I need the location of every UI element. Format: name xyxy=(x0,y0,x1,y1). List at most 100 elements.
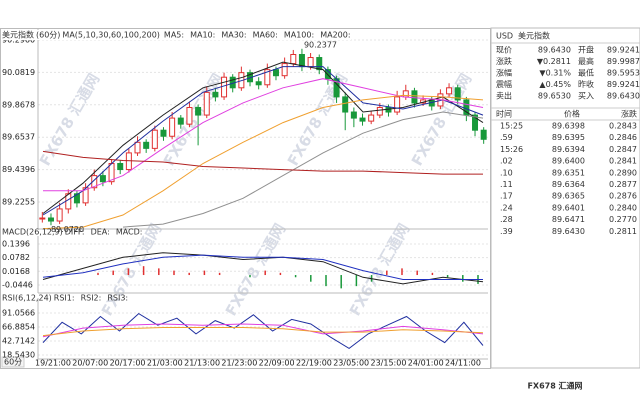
tick-cell: 0.2847 xyxy=(609,145,637,154)
indicator-line xyxy=(42,327,484,337)
candle-body xyxy=(39,217,46,220)
candle-body xyxy=(307,57,314,68)
candle-body xyxy=(472,114,479,131)
candle-body xyxy=(221,76,228,98)
candle-body xyxy=(169,117,176,137)
tick-cell: 89.6364 xyxy=(552,180,585,189)
candle-body xyxy=(117,163,124,171)
candle-body xyxy=(411,90,418,104)
indicator-line xyxy=(42,66,484,216)
y-tick-label: 91.0566 xyxy=(2,309,35,318)
candle-body xyxy=(454,87,461,101)
legend-entry: MA5: xyxy=(164,31,184,40)
tick-cell: 89.6471 xyxy=(552,215,585,224)
candle-body xyxy=(290,53,297,65)
y-tick-label: 0.1396 xyxy=(2,240,30,249)
candle-body xyxy=(203,91,210,116)
quote-value: 89.6530 xyxy=(538,92,571,101)
indicator-line xyxy=(42,61,484,214)
tick-cell: 0.2841 xyxy=(609,157,637,166)
legend-entry: MA100: xyxy=(284,31,314,40)
y-tick-label: 42.7142 xyxy=(2,336,35,345)
candle-body xyxy=(143,141,150,149)
tick-cell: .11 xyxy=(500,180,513,189)
x-tick-label: 21/23:00 xyxy=(221,359,257,368)
tick-cell: 89.6401 xyxy=(552,203,585,212)
legend-entry: MA10: xyxy=(190,31,215,40)
quote-value: 89.9987 xyxy=(607,57,640,66)
candle-body xyxy=(91,175,98,189)
quote-label: 昨收 xyxy=(578,79,594,89)
candle-body xyxy=(255,81,262,86)
y-tick-label: 89.8678 xyxy=(2,100,35,109)
tick-cell: 0.2770 xyxy=(609,215,637,224)
legend-entry: MA60: xyxy=(253,31,278,40)
quote-label: 开盘 xyxy=(578,45,594,55)
x-tick-label: 24/01:00 xyxy=(408,359,444,368)
logo: FX678 汇通网 xyxy=(527,381,582,391)
y-tick-label: 90.0819 xyxy=(2,68,35,77)
candle-body xyxy=(151,129,158,149)
legend-entry: RSI3: xyxy=(107,294,128,303)
quote-label: 现价 xyxy=(496,46,512,55)
candle-body xyxy=(480,129,487,140)
quote-label: 最高 xyxy=(578,56,594,66)
quote-label: 买入 xyxy=(578,92,594,101)
candle-body xyxy=(186,106,193,125)
indicator-line xyxy=(122,111,484,228)
tick-cell: 15:25 xyxy=(500,122,523,131)
candle-body xyxy=(298,53,305,68)
quote-value: 89.6430 xyxy=(607,92,640,101)
low-annotation: 89.0720 xyxy=(51,225,84,234)
indicator-line xyxy=(42,312,484,350)
high-annotation: 90.2377 xyxy=(304,40,337,49)
tick-cell: 89.6395 xyxy=(552,133,585,142)
quote-value: ▲0.45% xyxy=(539,80,571,89)
x-tick-label: 24/11:00 xyxy=(445,359,481,368)
tick-cell: 0.2876 xyxy=(609,192,637,201)
candle-body xyxy=(446,87,453,95)
tick-cell: 15:26 xyxy=(500,145,523,154)
candle-body xyxy=(47,217,54,222)
x-tick-label: 20/07:00 xyxy=(72,359,108,368)
ticks-header: 涨跌 xyxy=(621,109,637,119)
x-tick-label: 21/13:00 xyxy=(184,359,220,368)
legend-entry: DEA: xyxy=(91,228,110,237)
x-tick-label: 19/21:00 xyxy=(35,359,71,368)
legend-entry: MA30: xyxy=(221,31,246,40)
candle-body xyxy=(134,141,141,154)
y-tick-label: 0.0168 xyxy=(2,267,30,276)
quote-label: 卖出 xyxy=(496,91,512,101)
candle-body xyxy=(316,57,323,71)
indicator-line xyxy=(43,78,484,192)
tick-cell: 0.2890 xyxy=(609,168,637,177)
y-tick-label: -0.0446 xyxy=(2,280,33,289)
x-tick-label: 21/03:00 xyxy=(147,359,183,368)
ticks-header: 时间 xyxy=(496,109,512,119)
tick-cell: .59 xyxy=(500,133,513,142)
tick-cell: .24 xyxy=(500,203,513,212)
tick-cell: 0.2846 xyxy=(609,133,637,142)
tick-cell: 89.6394 xyxy=(552,145,585,154)
period-button-label[interactable]: 60分 xyxy=(4,358,22,367)
tick-cell: .10 xyxy=(500,168,513,177)
legend-entry: MACD: xyxy=(116,228,143,237)
quote-panel xyxy=(490,27,640,369)
indicator-line xyxy=(42,323,484,338)
y-tick-label: 89.6537 xyxy=(2,133,35,142)
quote-label: 涨跌 xyxy=(496,56,512,66)
y-tick-label: 0.0782 xyxy=(2,253,30,262)
candle-body xyxy=(264,69,271,86)
tick-cell: 89.6351 xyxy=(552,168,585,177)
period-button[interactable] xyxy=(1,356,25,368)
quote-value: 89.9241 xyxy=(607,80,640,89)
candle-body xyxy=(212,91,219,98)
tick-cell: 0.2877 xyxy=(609,180,637,189)
legend-entry: MA200: xyxy=(320,31,350,40)
indicator-line xyxy=(42,254,483,280)
tick-cell: 0.2811 xyxy=(609,227,637,236)
candle-body xyxy=(160,129,167,137)
y-tick-label: 18.5430 xyxy=(2,350,35,359)
quote-value: ▼0.2811 xyxy=(537,57,571,66)
